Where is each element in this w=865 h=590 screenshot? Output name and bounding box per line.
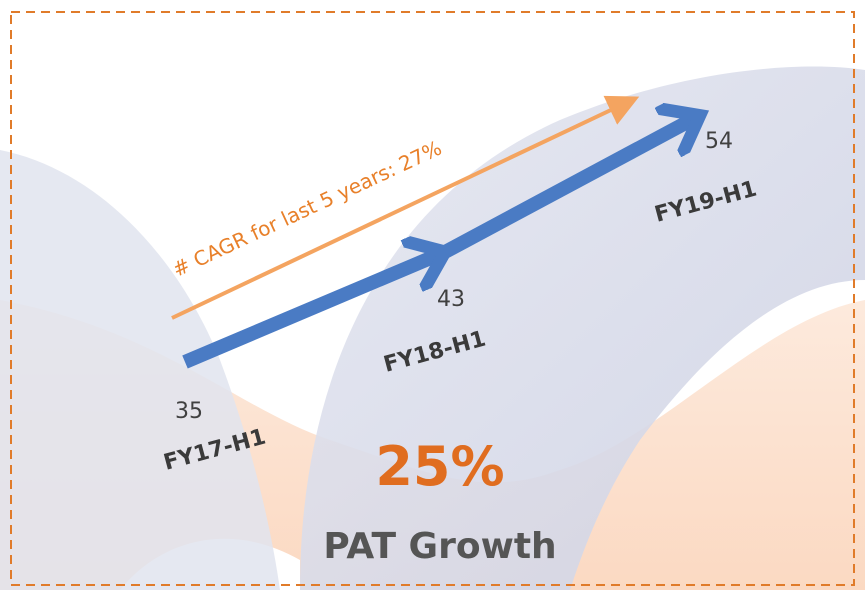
background bbox=[0, 66, 865, 590]
headline-caption: PAT Growth bbox=[323, 526, 556, 567]
headline-value: 25% bbox=[375, 435, 504, 498]
point-value: 35 bbox=[175, 399, 203, 424]
point-value: 54 bbox=[705, 129, 733, 154]
dashed-frame bbox=[10, 11, 855, 586]
growth-arrow bbox=[441, 118, 695, 259]
point-value: 43 bbox=[437, 287, 465, 312]
cagr-arrow bbox=[171, 95, 640, 320]
growth-arrow bbox=[182, 254, 440, 369]
